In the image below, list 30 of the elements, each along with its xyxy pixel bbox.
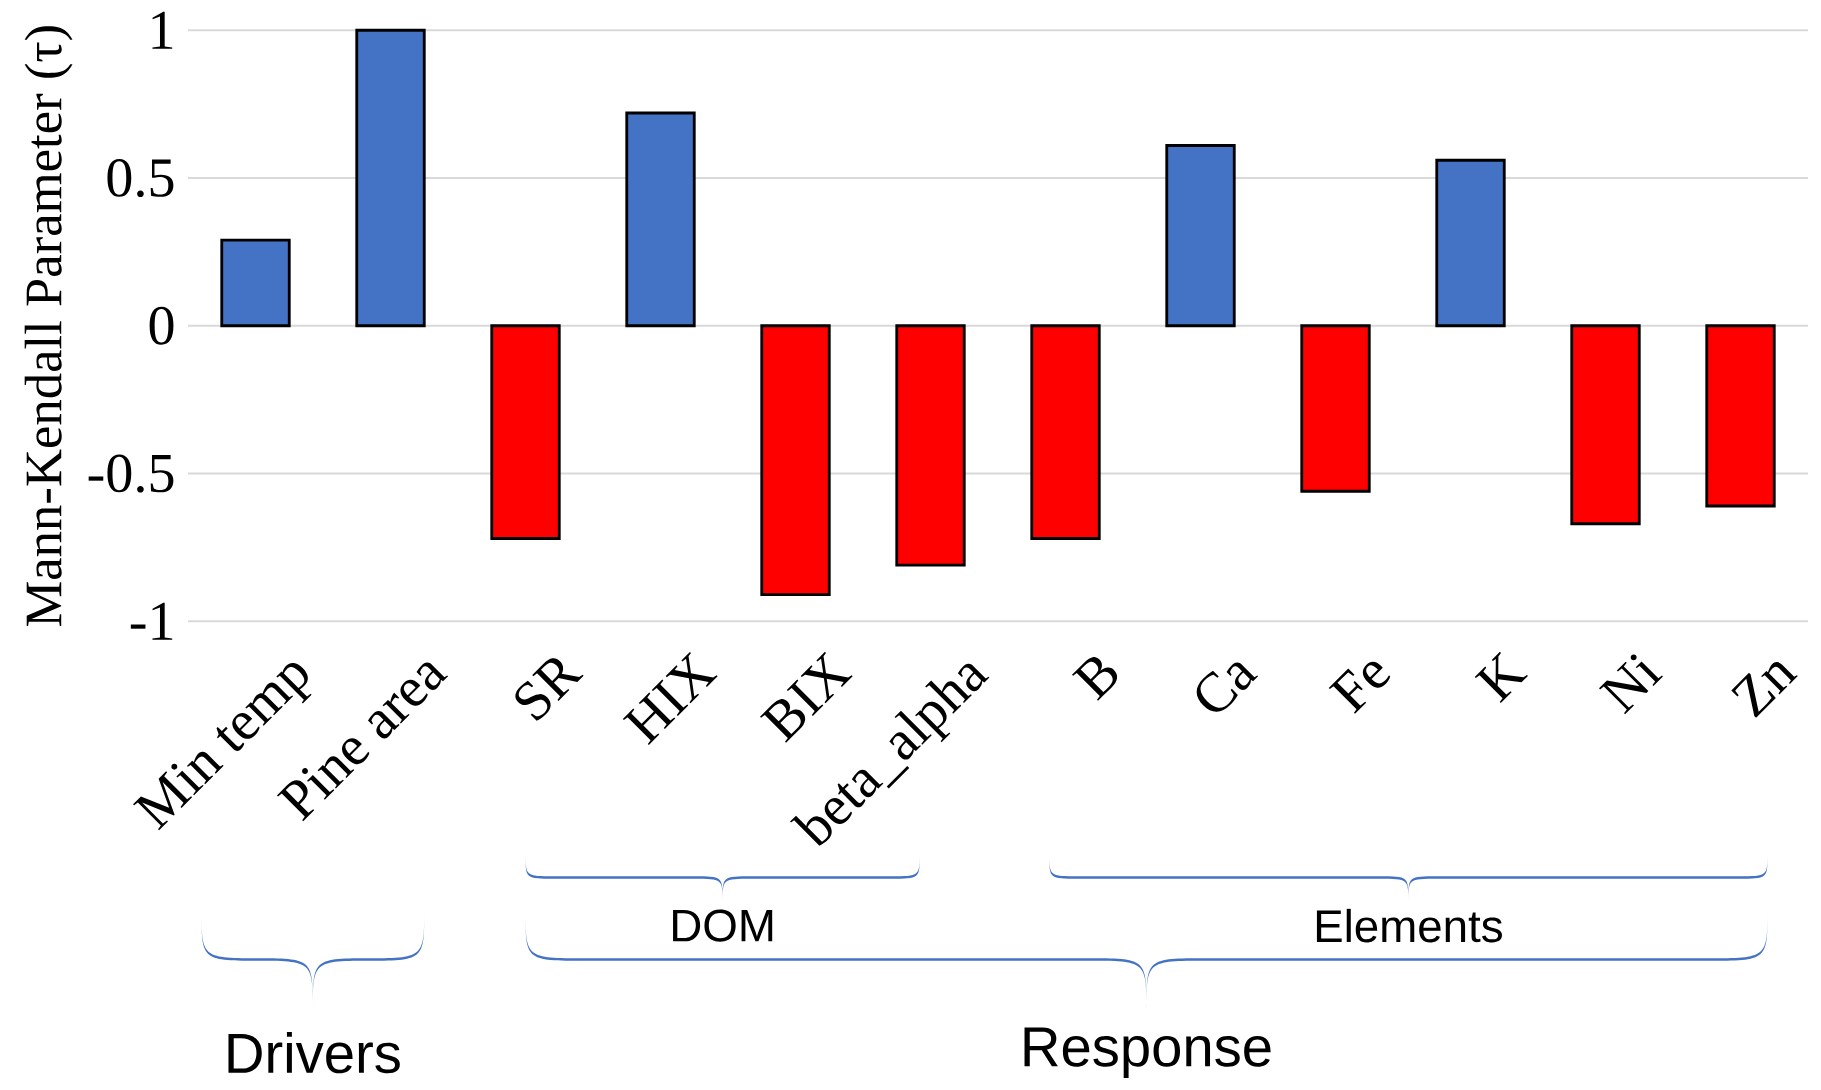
x-tick-label: Zn xyxy=(1731,662,1798,718)
y-tick-label: 0.5 xyxy=(107,159,174,198)
bar xyxy=(220,238,291,328)
bar xyxy=(490,324,561,541)
bar xyxy=(760,324,831,597)
y-tick-label: 1 xyxy=(152,11,173,50)
y-tick-label: -0.5 xyxy=(88,454,174,493)
y-tick-label: -1 xyxy=(130,602,173,641)
bar xyxy=(1435,159,1506,328)
bar xyxy=(1030,324,1101,541)
bar xyxy=(625,111,696,328)
bar xyxy=(1705,324,1776,508)
text: Drivers xyxy=(228,1032,400,1074)
x-tick-label: K xyxy=(1474,652,1528,704)
x-tick-label: Ca xyxy=(1196,662,1259,712)
x-tick-label: Ni xyxy=(1599,654,1663,715)
x-tick-label: Fe xyxy=(1328,662,1391,715)
y-axis-title: Mann-Kendall Parameter (τ) xyxy=(24,26,73,627)
bar xyxy=(1300,324,1371,493)
x-tick-label: B xyxy=(1071,657,1118,702)
text: Response xyxy=(1024,1027,1271,1079)
bar xyxy=(1165,144,1236,328)
x-tick-label: SR xyxy=(515,658,584,721)
text: DOM xyxy=(673,909,773,942)
x-tick-label: HIX xyxy=(622,652,718,746)
bar xyxy=(1570,324,1641,526)
text: Elements xyxy=(1316,909,1502,943)
bar xyxy=(895,324,966,567)
y-tick-label: 0 xyxy=(149,307,174,345)
bar xyxy=(355,29,426,328)
